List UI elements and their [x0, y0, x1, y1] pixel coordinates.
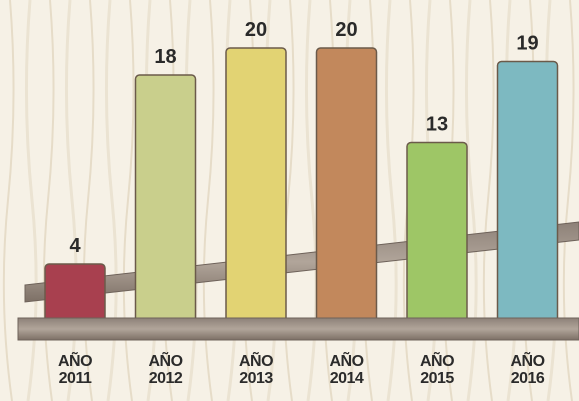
value-label: 4 [69, 235, 81, 257]
bar [134, 74, 197, 323]
bar [225, 47, 287, 323]
bar [44, 263, 106, 323]
value-label: 13 [426, 114, 448, 136]
category-label: AÑO 2016 [510, 353, 545, 387]
bar [406, 141, 468, 323]
value-label: 20 [335, 19, 357, 41]
value-label: 19 [516, 33, 538, 55]
value-label: 18 [154, 46, 176, 68]
value-label: 20 [245, 19, 267, 41]
category-label: AÑO 2014 [329, 353, 364, 387]
category-label: AÑO 2012 [148, 353, 183, 387]
bar [315, 47, 378, 323]
category-label: AÑO 2013 [238, 353, 274, 387]
bar [496, 60, 559, 323]
shelf-plank [17, 317, 579, 341]
category-label: AÑO 2011 [57, 353, 93, 387]
category-label: AÑO 2015 [419, 353, 455, 387]
